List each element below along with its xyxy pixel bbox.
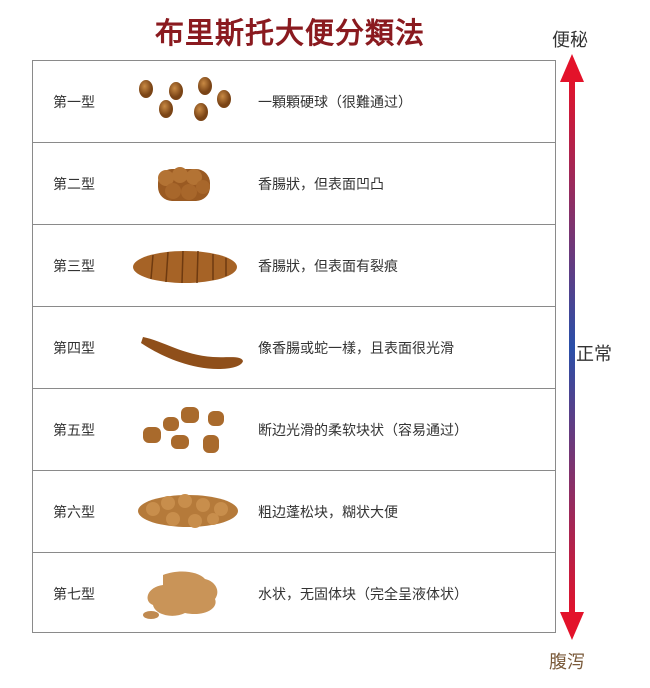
- constipation-label: 便秘: [552, 30, 588, 51]
- type-description: 断边光滑的柔软块状（容易通过）: [258, 422, 468, 439]
- table-row: 第一型 一顆顆硬球（很難通过）: [33, 61, 555, 143]
- type-label: 第六型: [53, 504, 95, 521]
- table-row: 第五型 断边光滑的柔软块状（容易通过）: [33, 389, 555, 471]
- consistency-arrow: [560, 54, 584, 640]
- type3-cracked-sausage-image: [133, 250, 237, 284]
- type1-hard-lumps-image: [139, 77, 231, 121]
- table-row: 第三型 香腸狀，但表面有裂痕: [33, 225, 555, 307]
- table-row: 第四型 像香腸或蛇一樣，且表面很光滑: [33, 307, 555, 389]
- type-label: 第三型: [53, 258, 95, 275]
- type-description: 一顆顆硬球（很難通过）: [258, 94, 412, 111]
- stool-type-table: 第一型 一顆顆硬球（很難通过） 第二型 香腸狀，但表面凹凸 第三型: [32, 60, 556, 633]
- normal-label: 正常: [576, 344, 612, 365]
- type-label: 第五型: [53, 422, 95, 439]
- type-label: 第七型: [53, 587, 95, 603]
- type-description: 粗边蓬松块，糊状大便: [258, 504, 398, 521]
- table-row: 第六型 粗边蓬松块，糊状大便: [33, 471, 555, 553]
- type6-mushy-pieces-image: [138, 494, 238, 528]
- type-label: 第四型: [53, 340, 95, 357]
- type-description: 香腸狀，但表面有裂痕: [258, 258, 398, 275]
- type7-watery-image: [143, 571, 218, 619]
- type-label: 第一型: [53, 94, 95, 111]
- type2-lumpy-sausage-image: [158, 167, 210, 201]
- table-row: 第七型 水状，无固体块（完全呈液体状）: [33, 553, 555, 635]
- table-row: 第二型 香腸狀，但表面凹凸: [33, 143, 555, 225]
- diarrhea-label: 腹泻: [549, 652, 585, 673]
- type5-soft-blobs-image: [143, 407, 224, 453]
- type4-smooth-snake-image: [141, 337, 243, 369]
- type-label: 第二型: [53, 176, 95, 193]
- chart-title: 布里斯托大便分類法: [154, 16, 425, 50]
- type-description: 像香腸或蛇一樣，且表面很光滑: [258, 340, 454, 357]
- type-description: 水状，无固体块（完全呈液体状）: [258, 587, 468, 603]
- type-description: 香腸狀，但表面凹凸: [258, 176, 384, 193]
